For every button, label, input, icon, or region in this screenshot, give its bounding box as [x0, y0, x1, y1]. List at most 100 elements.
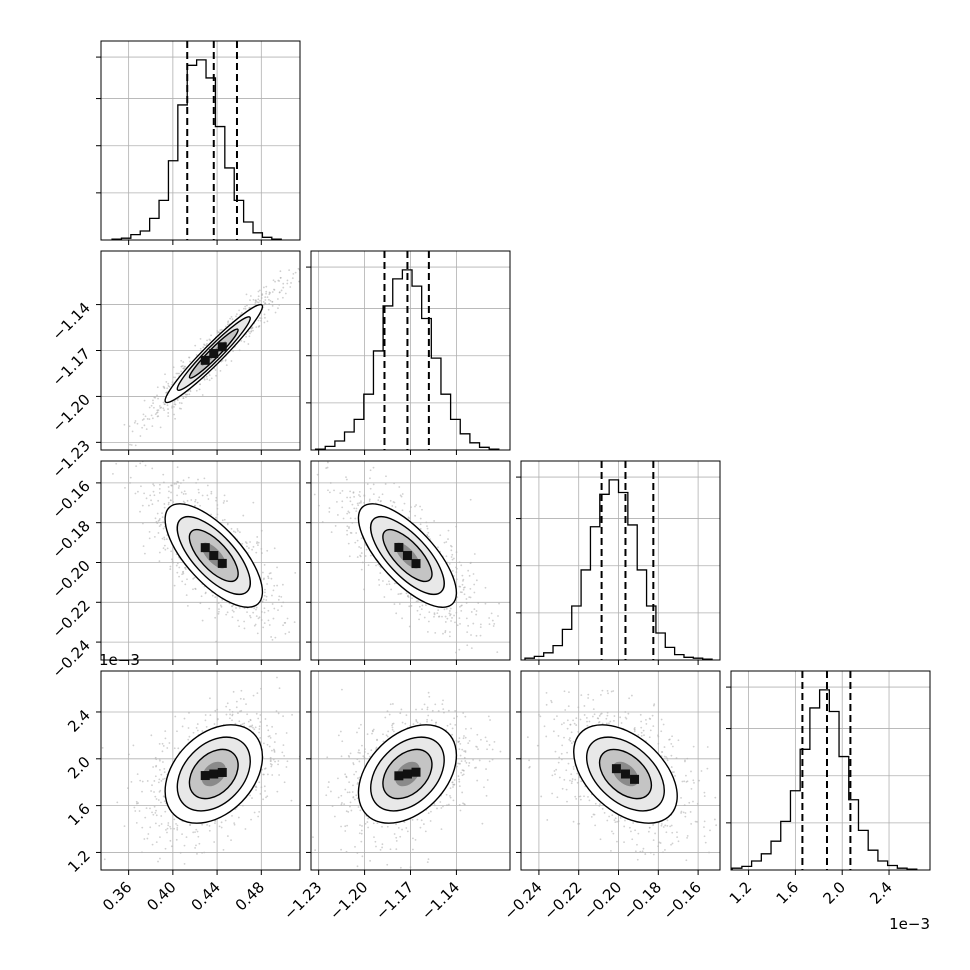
sample-point: [251, 797, 253, 799]
sample-point: [205, 726, 208, 728]
sample-point: [220, 821, 223, 824]
sample-point: [657, 845, 659, 848]
sample-point: [330, 531, 333, 534]
sample-point: [255, 786, 258, 789]
sample-point: [127, 787, 129, 789]
sample-point: [356, 758, 359, 761]
sample-point: [274, 311, 277, 314]
sample-point: [163, 387, 166, 390]
sample-point: [307, 470, 309, 472]
sample-point: [262, 798, 265, 801]
sample-point: [196, 729, 199, 732]
sample-point: [358, 760, 361, 763]
sample-point: [259, 317, 261, 319]
sample-point: [485, 794, 488, 797]
sample-point: [257, 319, 260, 322]
sample-point: [327, 786, 330, 789]
sample-point: [449, 613, 452, 616]
sample-point: [247, 547, 250, 549]
sample-point: [392, 703, 394, 705]
sample-point: [177, 747, 180, 750]
sample-point: [162, 527, 165, 530]
sample-point: [141, 790, 143, 793]
sample-point: [376, 739, 378, 742]
sample-point: [257, 290, 260, 293]
sample-point: [359, 824, 361, 827]
sample-point: [131, 430, 134, 433]
sample-point: [372, 879, 374, 881]
sample-point: [328, 491, 331, 494]
sample-point: [223, 500, 226, 502]
sample-point: [417, 600, 419, 602]
sample-point: [277, 609, 279, 612]
sample-point: [257, 717, 260, 720]
sample-point: [277, 279, 280, 282]
sample-point: [341, 740, 344, 743]
sample-point: [201, 394, 204, 396]
sample-point: [155, 798, 158, 800]
sample-point: [369, 554, 372, 557]
sample-point: [363, 588, 365, 591]
sample-point: [193, 576, 196, 579]
sample-point: [136, 773, 139, 775]
sample-point: [182, 500, 185, 503]
sample-point: [270, 636, 273, 638]
sample-point: [481, 822, 484, 825]
hist-clip-group: [314, 251, 500, 450]
sample-point: [197, 488, 200, 491]
sample-point: [215, 640, 218, 643]
sample-point: [186, 604, 189, 607]
sample-point: [175, 372, 178, 375]
sample-point: [426, 525, 428, 528]
sample-point: [159, 407, 162, 409]
sample-point: [577, 706, 580, 709]
sample-point: [255, 789, 257, 791]
sample-point: [263, 563, 266, 566]
sample-point: [243, 627, 246, 630]
sample-point: [236, 528, 239, 530]
sample-point: [703, 795, 706, 798]
sample-point: [477, 602, 480, 604]
sample-point: [455, 525, 458, 528]
sample-point: [249, 614, 251, 617]
sample-point: [238, 720, 241, 723]
sample-point: [388, 713, 391, 716]
sample-point: [148, 406, 151, 409]
sample-point: [411, 818, 414, 821]
sample-point: [460, 760, 463, 762]
sample-point: [174, 417, 176, 420]
sample-point: [167, 382, 170, 385]
density-peak: [217, 558, 227, 568]
sample-point: [268, 291, 271, 294]
sample-point: [599, 803, 601, 805]
sample-point: [199, 504, 201, 507]
sample-point: [242, 804, 244, 807]
sample-point: [465, 728, 467, 730]
sample-point: [151, 811, 153, 814]
sample-point: [265, 285, 268, 288]
sample-point: [467, 764, 470, 767]
sample-point: [340, 825, 342, 828]
sample-point: [268, 624, 271, 626]
sample-point: [171, 405, 174, 408]
sample-point: [354, 443, 356, 445]
sample-point: [259, 714, 262, 716]
sample-point: [183, 862, 186, 865]
sample-point: [194, 847, 197, 849]
sample-point: [181, 580, 184, 583]
sample-point: [185, 396, 187, 398]
sample-point: [454, 724, 457, 726]
sample-point: [208, 607, 211, 610]
sample-point: [386, 735, 389, 738]
sample-point: [282, 715, 284, 718]
sample-point: [480, 738, 482, 741]
sample-point: [255, 608, 257, 611]
sample-point: [135, 802, 138, 805]
sample-point: [579, 798, 582, 801]
sample-point: [238, 349, 241, 352]
sample-point: [445, 541, 448, 543]
sample-point: [302, 277, 304, 279]
sample-point: [427, 531, 430, 534]
sample-point: [259, 299, 261, 302]
sample-point: [170, 499, 172, 502]
